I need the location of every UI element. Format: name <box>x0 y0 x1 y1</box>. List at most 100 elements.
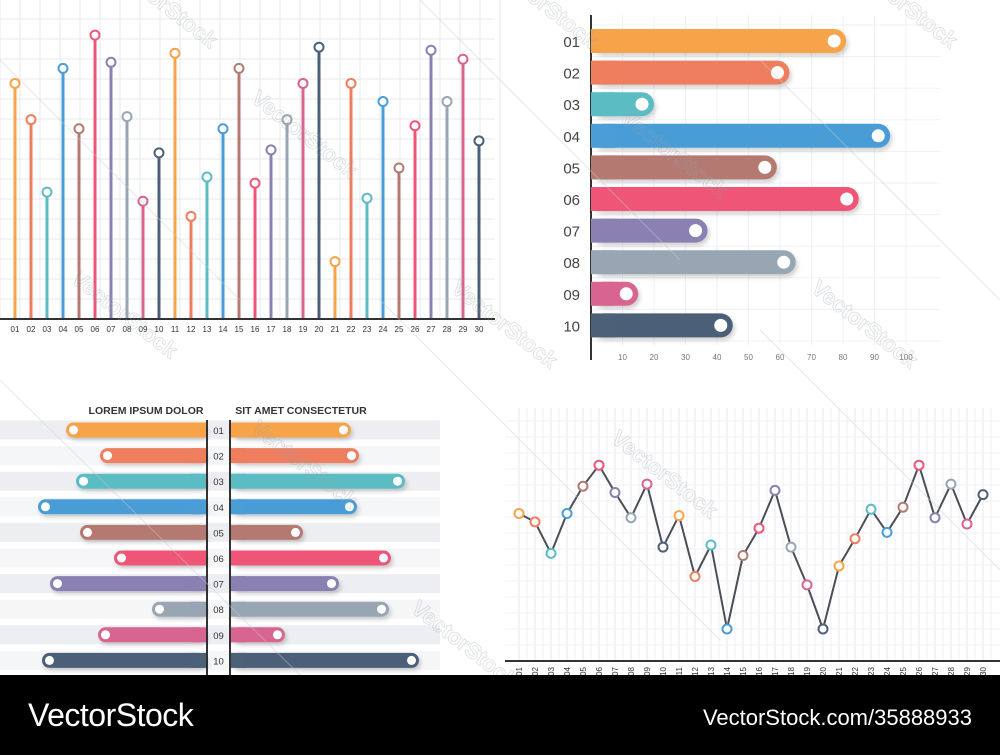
line-point <box>833 560 845 572</box>
bar-end-marker <box>840 192 854 206</box>
x-tick-label: 04 <box>563 666 572 675</box>
lollipop-chart: 01 02 03 04 05 06 07 08 09 10 11 12 13 14 15 16 17 18 19 20… <box>0 0 501 334</box>
left-bar-marker <box>117 553 126 563</box>
x-tick-label: 28 <box>947 666 956 675</box>
x-tick-label: 20 <box>819 666 828 675</box>
x-tick-label: 07 <box>611 666 620 675</box>
left-bar <box>38 499 206 515</box>
bar-square-end <box>591 29 615 53</box>
right-bar <box>231 550 391 566</box>
lollipop-marker <box>473 135 485 147</box>
left-bar-marker <box>41 502 50 512</box>
x-tick-label: 28 <box>443 325 452 334</box>
right-bar <box>231 524 303 540</box>
x-tick-label: 11 <box>675 666 684 675</box>
left-bar-square-end <box>191 652 206 668</box>
lollipop-marker <box>265 144 277 156</box>
x-tick-label: 04 <box>59 325 68 334</box>
x-tick-label: 30 <box>979 666 988 675</box>
category-label: 06 <box>213 554 224 565</box>
line-point <box>737 550 749 561</box>
right-bar <box>231 473 405 489</box>
left-bar <box>100 448 206 464</box>
lollipop-marker <box>313 41 325 53</box>
horizontal-bar-chart: 01 02 03 04 05 06 07 08 09 10 10 20 30 40 50 60 70 80 90 10… <box>563 15 940 362</box>
category-label: 07 <box>213 580 224 591</box>
line-point <box>897 501 909 513</box>
x-tick-label: 25 <box>899 666 908 675</box>
lollipop-marker <box>9 77 21 89</box>
right-bar <box>231 499 357 515</box>
x-tick-label: 16 <box>251 325 260 334</box>
x-tick-label: 05 <box>579 666 588 675</box>
x-tick-label: 18 <box>283 325 292 334</box>
right-bar <box>231 576 339 592</box>
left-bar-square-end <box>191 499 206 515</box>
bar-end-marker <box>689 224 703 238</box>
right-bar-marker <box>407 655 416 665</box>
right-bar-marker <box>379 553 388 563</box>
bar-square-end <box>591 123 615 148</box>
lollipop-marker <box>169 47 181 59</box>
category-label: 05 <box>213 528 224 539</box>
left-bar-square-end <box>191 550 206 566</box>
line-chart: 01 02 03 04 05 06 07 08 09 10 11 12 13 14 15 16 17 18 19 20… <box>505 408 1000 675</box>
x-tick-label: 29 <box>963 666 972 675</box>
x-tick-label: 09 <box>139 325 148 334</box>
bar-end-marker <box>777 255 791 269</box>
x-tick-label: 21 <box>331 325 340 334</box>
lollipop-marker <box>457 53 469 65</box>
bar-end-marker <box>635 97 649 111</box>
left-series-label: LOREM IPSUM DOLOR <box>89 405 204 417</box>
line-point <box>769 484 781 496</box>
y-tick-label: 03 <box>563 97 580 114</box>
right-bar-square-end <box>231 422 246 438</box>
line-point <box>801 579 813 591</box>
grid <box>591 15 940 345</box>
image-credit: VectorStock.com/35888933 <box>702 705 972 730</box>
right-series-label: SIT AMET CONSECTETUR <box>235 405 367 417</box>
right-bar-square-end <box>231 627 246 643</box>
y-tick-label: 08 <box>563 255 580 272</box>
line-point <box>961 518 973 530</box>
lollipop-marker <box>281 114 293 126</box>
right-bar-square-end <box>231 499 246 515</box>
x-tick-label: 17 <box>267 325 276 334</box>
bar-end-marker <box>770 66 784 80</box>
lollipop-marker <box>345 77 357 89</box>
category-label: 01 <box>213 426 224 437</box>
bar-square-end <box>591 313 615 338</box>
x-tick-label: 12 <box>187 325 196 334</box>
lollipop-marker <box>425 44 437 56</box>
bar <box>591 218 708 243</box>
x-tick-label: 06 <box>91 325 100 334</box>
left-bar-square-end <box>191 448 206 464</box>
lollipop-marker <box>121 111 133 123</box>
x-tick-label: 18 <box>787 666 796 675</box>
left-bar-marker <box>79 476 88 486</box>
category-label: 03 <box>213 477 224 488</box>
y-tick-label: 06 <box>563 192 580 209</box>
right-bar <box>231 652 419 668</box>
bar-square-end <box>591 155 615 180</box>
line-point <box>641 478 653 490</box>
x-tick-label: 17 <box>771 666 780 675</box>
x-tick-label: 23 <box>867 666 876 675</box>
brand-logo-text: VectorStock <box>28 697 194 733</box>
left-bar-marker <box>69 425 78 435</box>
category-label: 08 <box>213 605 224 616</box>
category-label: 10 <box>213 656 224 667</box>
x-tick-label: 15 <box>739 666 748 675</box>
line-point <box>753 522 765 534</box>
left-bar <box>66 422 206 438</box>
left-bar <box>50 576 206 592</box>
left-bar <box>76 473 206 489</box>
lollipop-marker <box>137 195 149 207</box>
y-tick-label: 09 <box>563 287 580 304</box>
right-bar-square-end <box>231 550 246 566</box>
bar <box>591 155 777 180</box>
lollipop-marker <box>73 123 85 135</box>
left-bar-square-end <box>191 473 206 489</box>
right-bar-marker <box>339 425 348 435</box>
x-tick-label: 90 <box>870 353 879 362</box>
